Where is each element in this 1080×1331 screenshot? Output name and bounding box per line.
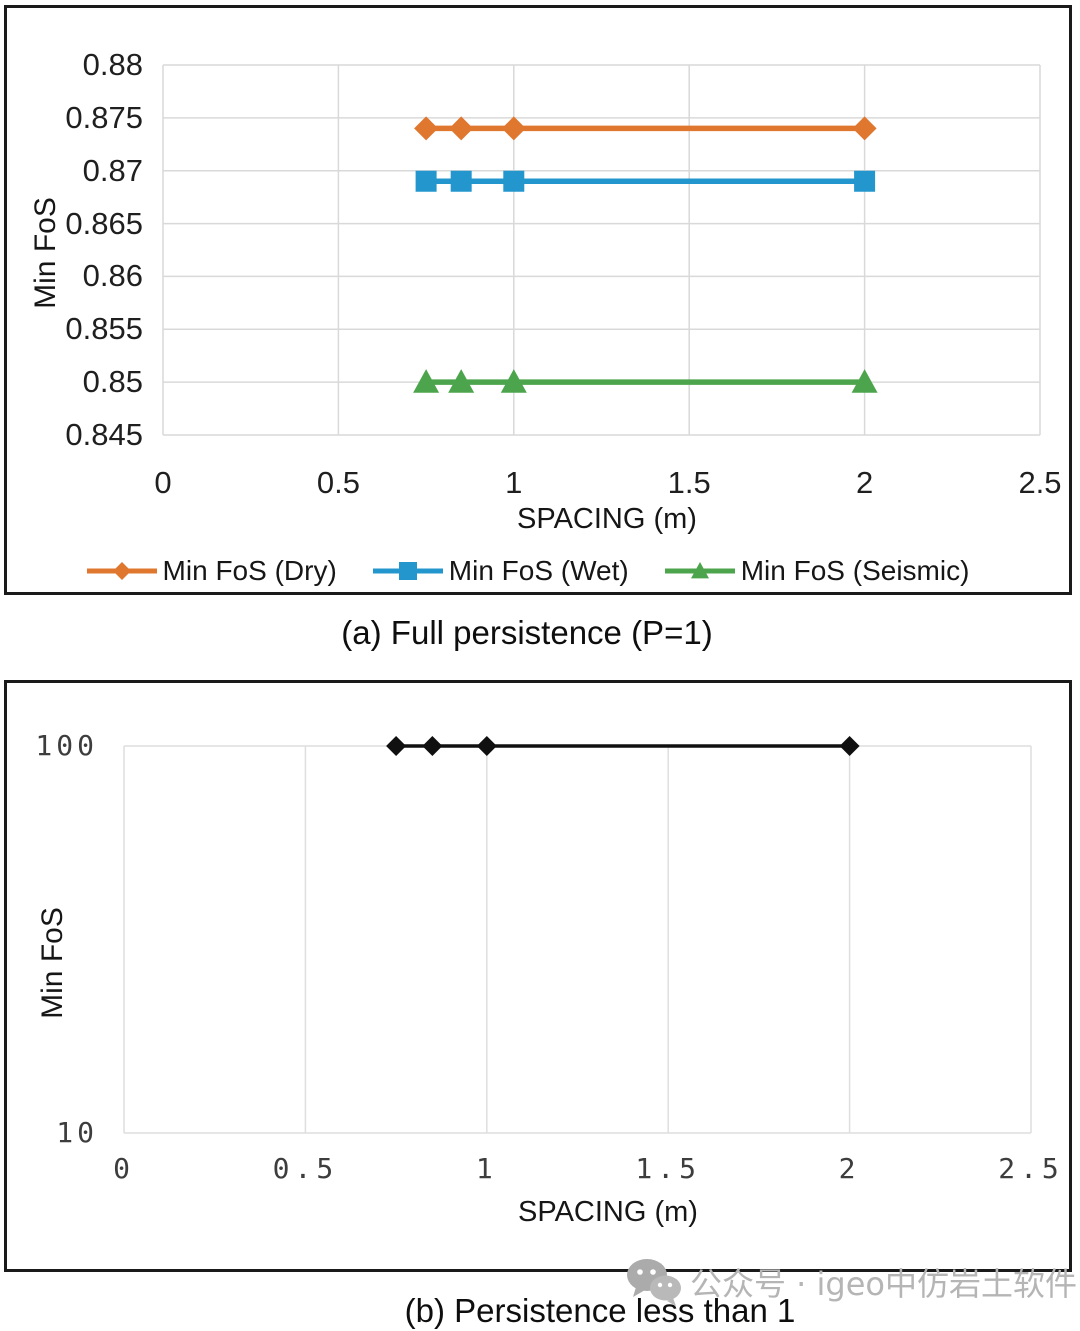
watermark: 公众号 · igeo中仿岩土软件: [626, 1258, 1077, 1306]
y-tick-label: 0.865: [65, 205, 143, 241]
y-tick-label: 0.855: [65, 311, 143, 347]
caption-b: (b) Persistence less than 1: [404, 1292, 796, 1329]
legend-item: Min FoS (Dry): [85, 555, 337, 587]
x-tick-label: 2.5: [1018, 465, 1062, 500]
x-tick-label: 2: [855, 465, 874, 500]
wechat-icon: [626, 1258, 682, 1306]
legend-a: Min FoS (Dry) Min FoS (Wet) Min FoS (Seism…: [47, 555, 1007, 587]
diamond-marker-icon: [86, 562, 157, 580]
triangle-marker-icon: [664, 562, 735, 579]
x-tick-label: 2: [838, 1152, 861, 1185]
y-tick-label: 0.88: [82, 47, 143, 82]
legend-item: Min FoS (Seismic): [663, 555, 970, 587]
square-marker-icon: [372, 562, 443, 580]
y-tick-label: 0.85: [82, 364, 143, 400]
legend-label: Min FoS (Dry): [162, 555, 337, 586]
chart-panel-full-persistence: Min FoS SPACING (m) 0.88 0.875 0.87 0.865 0.…: [4, 5, 1072, 595]
x-tick-label: 1.5: [667, 465, 711, 500]
watermark-text: 公众号 · igeo中仿岩土软件: [690, 1265, 1077, 1303]
x-tick-label: 1: [505, 465, 523, 500]
y-axis-title-b: Min FoS: [36, 907, 69, 1019]
chart-panel-persistence-less-than-1: Min FoS SPACING (m) 100 10 0 0.5 1 1.5 2 2.5: [4, 680, 1072, 1272]
x-axis-title-b: SPACING (m): [518, 1196, 698, 1228]
plot-area-a: [162, 64, 1041, 436]
caption-a: (a) Full persistence (P=1): [341, 614, 713, 651]
legend-label: Min FoS (Seismic): [740, 555, 970, 586]
x-tick-label: 0.5: [272, 1152, 339, 1185]
x-tick-label: 2.5: [998, 1152, 1064, 1185]
x-tick-label: 0.5: [316, 465, 360, 500]
x-tick-label: 0: [113, 1152, 135, 1185]
y-tick-label: 0.845: [65, 417, 143, 452]
x-tick-label: 1.5: [635, 1152, 701, 1185]
y-tick-label: 100: [35, 729, 98, 762]
legend-label: Min FoS (Wet): [448, 555, 629, 586]
y-tick-label: 0.86: [82, 258, 143, 294]
x-tick-label: 0: [154, 465, 172, 500]
x-tick-label: 1: [475, 1152, 498, 1185]
y-tick-label: 0.875: [65, 99, 143, 135]
plot-area-b: [123, 736, 1032, 1134]
x-axis-title-a: SPACING (m): [517, 503, 697, 535]
legend-item: Min FoS (Wet): [371, 555, 629, 587]
y-tick-label: 10: [56, 1116, 98, 1149]
y-tick-label: 0.87: [82, 152, 143, 188]
